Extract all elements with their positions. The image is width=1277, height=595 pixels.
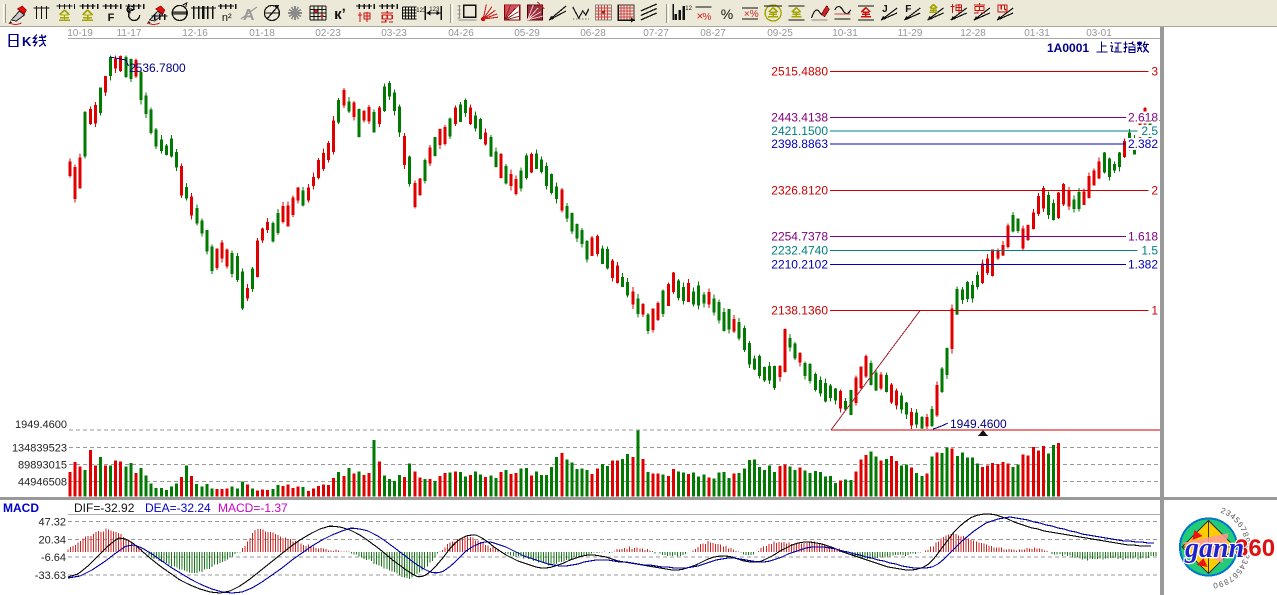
- svg-text:123: 123: [416, 8, 427, 14]
- svg-text:%: %: [703, 12, 712, 23]
- svg-text:03-01: 03-01: [1086, 28, 1112, 39]
- svg-text:DEA=-32.24: DEA=-32.24: [145, 501, 211, 515]
- svg-text:2536.7800: 2536.7800: [129, 61, 186, 75]
- svg-text:1A0001: 1A0001: [1047, 41, 1089, 55]
- svg-text:11-29: 11-29: [898, 28, 923, 39]
- svg-text:2421.1500: 2421.1500: [771, 124, 828, 138]
- svg-text:n²: n²: [222, 12, 232, 24]
- svg-text:1.5: 1.5: [1141, 243, 1158, 257]
- svg-text:MACD=-1.37: MACD=-1.37: [218, 501, 288, 515]
- svg-text:F: F: [905, 4, 911, 15]
- svg-text:6: 6: [1230, 571, 1240, 581]
- svg-text:4: 4: [1237, 563, 1247, 572]
- svg-text:MACD: MACD: [3, 501, 39, 515]
- svg-text:02-23: 02-23: [315, 28, 341, 39]
- svg-text:2254.7378: 2254.7378: [771, 230, 828, 244]
- svg-text:3: 3: [1239, 558, 1249, 566]
- svg-text:9: 9: [1217, 579, 1225, 589]
- svg-text:0: 0: [1212, 581, 1218, 591]
- svg-text:07-27: 07-27: [643, 28, 669, 39]
- svg-text:×%: ×%: [744, 9, 759, 20]
- svg-text:10-31: 10-31: [832, 28, 858, 39]
- svg-text:2: 2: [1241, 553, 1251, 560]
- svg-text:2.5: 2.5: [1141, 124, 1158, 138]
- svg-text:123: 123: [429, 7, 440, 13]
- svg-text:134839523: 134839523: [12, 442, 67, 454]
- svg-text:-6.64: -6.64: [41, 552, 66, 564]
- svg-text:2210.2102: 2210.2102: [771, 258, 828, 272]
- svg-text:gann: gann: [1184, 533, 1244, 564]
- svg-text:8: 8: [1240, 531, 1250, 539]
- svg-text:7: 7: [1238, 525, 1248, 534]
- svg-text:8: 8: [1222, 577, 1231, 587]
- svg-text:12: 12: [685, 6, 692, 12]
- svg-text:20.34: 20.34: [38, 534, 66, 546]
- svg-text:-33.63: -33.63: [35, 570, 66, 582]
- svg-text:01-31: 01-31: [1024, 28, 1050, 39]
- svg-text:1: 1: [1151, 304, 1158, 318]
- svg-text:2: 2: [1219, 506, 1227, 516]
- svg-text:09-25: 09-25: [767, 28, 793, 39]
- svg-text:2398.8863: 2398.8863: [771, 137, 828, 151]
- svg-text:5: 5: [1232, 515, 1242, 525]
- svg-text:2232.4740: 2232.4740: [771, 243, 828, 257]
- svg-text:360: 360: [1235, 535, 1275, 562]
- svg-text:6: 6: [1235, 520, 1245, 529]
- svg-text:2443.4138: 2443.4138: [771, 110, 828, 124]
- svg-text:4: 4: [1228, 512, 1237, 522]
- svg-text:×: ×: [697, 9, 704, 23]
- svg-text:1.618: 1.618: [1128, 230, 1158, 244]
- svg-text:%: %: [721, 6, 733, 22]
- svg-text:08-27: 08-27: [700, 28, 726, 39]
- svg-text:04-26: 04-26: [448, 28, 474, 39]
- svg-text:3: 3: [1151, 65, 1158, 79]
- svg-text:9: 9: [1242, 537, 1252, 544]
- svg-text:кʼ: кʼ: [334, 6, 346, 23]
- svg-text:2.618: 2.618: [1128, 110, 1158, 124]
- svg-text:F: F: [108, 12, 115, 24]
- svg-text:44946508: 44946508: [18, 477, 67, 489]
- svg-text:2138.1360: 2138.1360: [771, 304, 828, 318]
- svg-text:2: 2: [1151, 183, 1158, 197]
- svg-text:1949.4600: 1949.4600: [15, 419, 67, 431]
- svg-text:47.32: 47.32: [38, 517, 66, 529]
- svg-text:89893015: 89893015: [18, 459, 67, 471]
- svg-text:2.382: 2.382: [1128, 137, 1158, 151]
- svg-text:0: 0: [1243, 543, 1252, 548]
- svg-text:06-28: 06-28: [580, 28, 606, 39]
- svg-text:1: 1: [1243, 548, 1252, 554]
- svg-text:12-28: 12-28: [960, 28, 986, 39]
- svg-text:12-16: 12-16: [182, 28, 208, 39]
- svg-text:1949.4600: 1949.4600: [950, 417, 1007, 431]
- svg-text:2326.8120: 2326.8120: [771, 183, 828, 197]
- svg-text:7: 7: [1226, 574, 1235, 584]
- svg-text:K: K: [22, 34, 32, 49]
- svg-text:J: J: [882, 4, 888, 15]
- svg-text:11-17: 11-17: [117, 28, 142, 39]
- svg-text:5: 5: [1234, 567, 1244, 577]
- svg-text:3: 3: [1224, 508, 1233, 518]
- svg-text:1.382: 1.382: [1128, 258, 1158, 272]
- svg-text:01-18: 01-18: [249, 28, 275, 39]
- svg-text:2515.4880: 2515.4880: [771, 65, 828, 79]
- svg-text:10-19: 10-19: [67, 28, 93, 39]
- svg-text:DIF=-32.92: DIF=-32.92: [74, 501, 135, 515]
- svg-text:03-23: 03-23: [381, 28, 407, 39]
- svg-text:05-29: 05-29: [514, 28, 540, 39]
